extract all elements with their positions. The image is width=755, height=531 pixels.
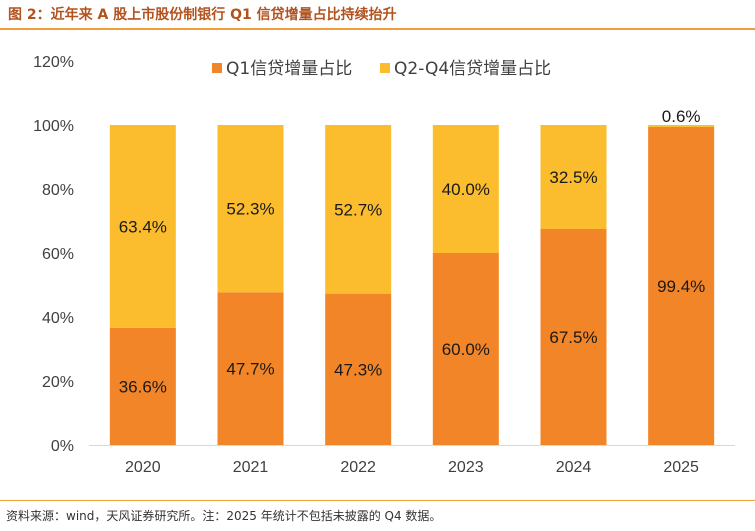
bar-q1 <box>217 292 284 445</box>
data-label-q2q4: 63.4% <box>119 217 167 236</box>
source-note: 资料来源：wind，天风证券研究所。注：2025 年统计不包括未披露的 Q4 数… <box>6 509 442 523</box>
y-tick-label: 40% <box>42 310 74 327</box>
bar-q1 <box>540 229 607 445</box>
x-axis: 2020 2021 2022 2023 2024 2025 <box>89 445 735 476</box>
data-label-q2q4: 52.7% <box>334 200 382 219</box>
bar-q2q4 <box>432 125 499 253</box>
bar-q1 <box>325 293 392 445</box>
legend: Q1信贷增量占比 Q2-Q4信贷增量占比 <box>212 59 551 79</box>
bar-q2q4 <box>109 125 176 328</box>
legend-item-q2q4-swatch <box>380 63 390 73</box>
data-label-q2q4: 40.0% <box>442 180 490 199</box>
bar-q2q4 <box>648 125 715 127</box>
stacked-bar-chart: 0%20%40%60%80%100%120% 2020 2021 2022 2023 2… <box>33 54 735 476</box>
bar-q1 <box>432 253 499 445</box>
bar-q2q4 <box>540 125 607 229</box>
y-axis: 0% 20% 40% 60% 80% 100% 120% <box>33 54 74 455</box>
data-label-q2q4: 0.6% <box>662 107 701 126</box>
y-tick-label: 100% <box>33 118 74 135</box>
data-label-q1: 47.7% <box>226 360 274 379</box>
x-tick-label: 2024 <box>556 459 592 476</box>
bar-q2q4 <box>217 125 284 293</box>
x-tick-label: 2023 <box>448 459 484 476</box>
bar-q1 <box>648 126 715 446</box>
title-rule <box>0 28 755 30</box>
data-label-q1: 47.3% <box>334 360 382 379</box>
data-label-q1: 67.5% <box>549 328 597 347</box>
x-tick-label: 2020 <box>125 459 161 476</box>
figure-title: 图 2：近年来 A 股上市股份制银行 Q1 信贷增量占比持续抬升 <box>8 7 397 23</box>
y-tick-label: 80% <box>42 182 74 199</box>
data-label-q2q4: 32.5% <box>549 168 597 187</box>
bars: 36.6% 63.4% 47.7% 52.3% 47.3% 52.7% 60.0% 40.0%… <box>109 107 715 446</box>
data-label-q1: 99.4% <box>657 277 705 296</box>
y-tick-label: 60% <box>42 246 74 263</box>
data-label-q2q4: 52.3% <box>226 200 274 219</box>
bottom-rule <box>0 500 755 501</box>
y-tick-label: 20% <box>42 374 74 391</box>
bar-q2q4 <box>325 125 392 294</box>
legend-item-q1-label: Q1信贷增量占比 <box>226 59 352 79</box>
y-tick-label: 120% <box>33 54 74 71</box>
legend-item-q1-swatch <box>212 63 222 73</box>
x-tick-label: 2021 <box>233 459 269 476</box>
y-tick-label: 0% <box>51 438 74 455</box>
bar-q1 <box>109 327 176 445</box>
x-tick-label: 2022 <box>340 459 376 476</box>
legend-item-q2q4-label: Q2-Q4信贷增量占比 <box>394 59 551 79</box>
data-label-q1: 36.6% <box>119 377 167 396</box>
data-label-q1: 60.0% <box>442 340 490 359</box>
x-tick-label: 2025 <box>663 459 699 476</box>
